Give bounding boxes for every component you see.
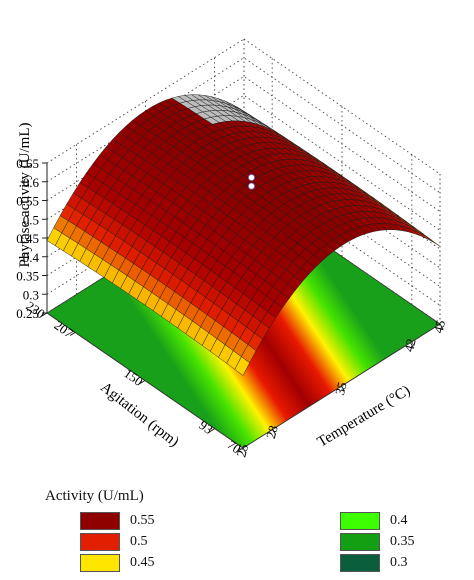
y-tick [41, 312, 48, 317]
x-tick-label: 25 [233, 442, 251, 458]
experimental-point [248, 182, 255, 190]
x-tick [439, 323, 444, 330]
x-tick-label: 45 [430, 318, 448, 334]
legend-title: Activity (U/mL) [45, 488, 144, 504]
legend-label: 0.4 [390, 513, 408, 528]
legend-swatch [340, 554, 380, 572]
x-tick [341, 385, 345, 392]
legend-label: 0.45 [130, 555, 155, 570]
box-edge-3 [46, 38, 245, 164]
legend-swatch [80, 512, 120, 530]
legend-swatch [340, 512, 380, 530]
z-tick-label: 0.25 [16, 306, 39, 321]
surface-patch [234, 356, 250, 376]
z-axis-label: Phytase activity (U/mL) [17, 123, 33, 268]
z-tick-label: 0.35 [16, 269, 39, 284]
box-edge-4 [243, 38, 441, 175]
legend-swatch [340, 533, 380, 551]
legend-label: 0.35 [390, 534, 415, 549]
legend: Activity (U/mL) 0.55 0.5 0.45 0.4 0.35 0.3 [0, 480, 474, 580]
z-tick-label: 0.6 [23, 175, 40, 190]
z-tick-label: 0.65 [16, 156, 39, 171]
legend-swatch [80, 533, 120, 551]
y-tick [69, 331, 76, 336]
x-tick-label: 35 [332, 380, 350, 396]
z-tick-label: 0.3 [23, 287, 39, 302]
data-points [248, 174, 255, 190]
legend-label: 0.5 [130, 534, 148, 549]
z-tick-label: 0.55 [16, 194, 39, 209]
experimental-point [248, 174, 255, 181]
z-tick-label: 0.45 [16, 231, 39, 246]
x-tick [410, 342, 414, 348]
x-tick [272, 429, 276, 435]
legend-label: 0.3 [390, 555, 408, 570]
z-tick-label: 0.5 [23, 212, 39, 227]
legend-label: 0.55 [130, 513, 155, 528]
z-tick-label: 0.4 [23, 250, 40, 265]
response-surface [46, 94, 441, 376]
surface-chart: 0.25 0.3 0.35 0.4 0.45 0.5 0.55 0.6 0.65 25 28 35 42… [16, 38, 448, 459]
x-tick-label: 42 [401, 337, 419, 353]
x-tick [242, 447, 247, 454]
x-tick-label: 28 [263, 424, 281, 440]
y-tick [139, 380, 146, 384]
y-tick [237, 447, 244, 452]
legend-swatch [80, 554, 120, 572]
y-tick [209, 428, 216, 433]
